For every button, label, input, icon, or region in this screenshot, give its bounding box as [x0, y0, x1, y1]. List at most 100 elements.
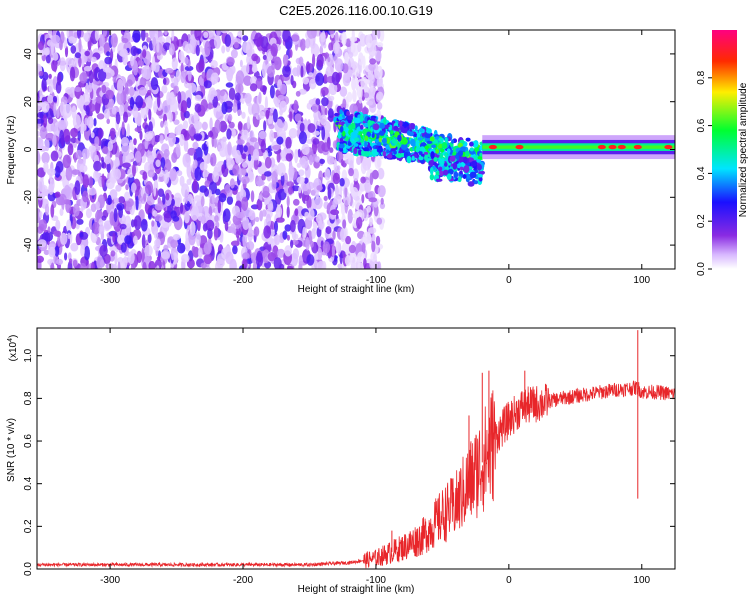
spectrogram-speckle: [245, 157, 253, 172]
spectrogram-speckle: [104, 155, 112, 165]
spectrogram-speckle: [144, 181, 154, 195]
snr-xlabel: Height of straight line (km): [298, 584, 415, 595]
spectrogram-speckle: [68, 36, 76, 44]
spectrogram-speckle: [41, 101, 50, 113]
spectrogram-speckle: [347, 209, 353, 224]
spectrogram-speckle: [112, 232, 116, 243]
spectrogram-transition-blob: [419, 127, 424, 133]
spectrogram-speckle: [276, 136, 284, 145]
spectrogram-speckle: [371, 233, 376, 242]
spectrogram-speckle: [165, 192, 170, 201]
spectrogram-speckle: [309, 78, 317, 90]
spectrogram-speckle: [360, 176, 366, 184]
spectrogram-speckle: [342, 63, 349, 74]
spectrogram-speckle: [116, 234, 126, 245]
spectrogram-speckle: [160, 157, 166, 169]
spectrogram-speckle: [194, 195, 202, 202]
spectrogram-speckle: [70, 127, 79, 138]
spectrogram-speckle: [277, 94, 285, 101]
spectrogram-speckle: [311, 228, 316, 239]
spectrogram-speckle: [163, 159, 172, 173]
spectrogram-transition-blob: [460, 146, 466, 151]
spectrogram-transition-blob: [420, 153, 425, 157]
spectrogram-speckle: [323, 74, 328, 83]
spectrogram-transition-blob: [458, 176, 462, 183]
spectrogram-speckle: [79, 262, 87, 269]
spectrogram-speckle: [74, 52, 81, 59]
spectrogram-speckle: [218, 193, 227, 203]
spectrogram-speckle: [272, 144, 281, 150]
spectrogram-speckle: [302, 77, 310, 85]
spectrogram-speckle: [213, 35, 221, 49]
spectrogram-speckle: [241, 196, 249, 211]
spectrogram-speckle: [216, 30, 221, 37]
spectrogram-speckle: [371, 30, 379, 38]
spectrogram-speckle: [376, 102, 383, 110]
spectrogram-speckle: [273, 56, 282, 71]
spectrogram-speckle: [126, 79, 133, 87]
spectrogram-speckle: [253, 226, 260, 237]
spectrogram-speckle: [234, 149, 242, 164]
spectrogram-speckle: [340, 204, 346, 216]
spectrogram-speckle: [148, 143, 153, 153]
spectrogram-transition-blob: [338, 116, 343, 120]
spectrogram-speckle: [73, 203, 80, 217]
spectrogram-speckle: [243, 75, 253, 86]
spectrogram-speckle: [165, 67, 174, 74]
spectrogram-speckle: [135, 95, 144, 109]
spectrogram-speckle: [305, 236, 310, 251]
spectrogram-xlabel: Height of straight line (km): [298, 284, 415, 295]
spectrogram-speckle: [290, 219, 296, 233]
spectrogram-transition-blob: [426, 128, 432, 134]
spectrogram-speckle: [189, 221, 196, 236]
spectrogram-transition-blob: [353, 143, 359, 147]
spectrogram-speckle: [294, 113, 302, 123]
spectrogram-carrier-peak: [597, 144, 606, 150]
spectrogram-speckle: [201, 121, 208, 131]
spectrogram-speckle: [142, 171, 148, 181]
spectrogram-speckle: [44, 231, 54, 242]
spectrogram-speckle: [300, 155, 309, 169]
spectrogram-speckle: [333, 158, 338, 174]
spectrogram-speckle: [350, 187, 359, 198]
spectrogram-speckle: [362, 231, 372, 245]
spectrogram-speckle: [146, 37, 152, 43]
spectrogram-speckle: [288, 128, 298, 139]
spectrogram-speckle: [339, 177, 345, 187]
spectrogram-speckle: [196, 231, 201, 247]
spectrogram-transition-blob: [410, 123, 416, 130]
spectrogram-speckle: [133, 138, 137, 146]
spectrogram-transition-blob: [431, 144, 437, 149]
spectrogram-speckle: [58, 193, 67, 206]
spectrogram-speckle: [147, 233, 152, 244]
spectrogram-speckle: [264, 96, 268, 111]
spectrogram-speckle: [357, 251, 365, 263]
spectrogram-speckle: [235, 70, 245, 85]
spectrogram-transition-blob: [342, 115, 346, 119]
spectrogram-speckle: [44, 138, 50, 152]
spectrogram-speckle: [128, 86, 135, 97]
spectrogram-speckle: [230, 223, 236, 234]
spectrogram-speckle: [306, 30, 316, 39]
spectrogram-speckle: [118, 104, 124, 117]
spectrogram-speckle: [296, 64, 300, 78]
spectrogram-speckle: [147, 212, 152, 220]
spectrogram-speckle: [377, 261, 382, 269]
spectrogram-speckle: [175, 143, 181, 158]
snr-xtick-label: -300: [100, 575, 120, 586]
spectrogram-speckle: [313, 110, 321, 121]
spectrogram-speckle: [77, 130, 81, 142]
spectrogram-speckle: [119, 223, 127, 230]
spectrogram-speckle: [82, 174, 90, 189]
spectrogram-speckle: [226, 57, 235, 66]
spectrogram-transition-blob: [381, 139, 387, 144]
spectrogram-transition-blob: [453, 171, 459, 179]
spectrogram-speckle: [137, 60, 144, 67]
spectrogram-speckle: [65, 199, 71, 214]
spectrogram-speckle: [113, 208, 118, 223]
spectrogram-speckle: [297, 148, 301, 158]
spectrogram-speckle: [237, 121, 243, 131]
spectrogram-speckle: [363, 92, 370, 99]
spectrogram-speckle: [216, 258, 225, 268]
